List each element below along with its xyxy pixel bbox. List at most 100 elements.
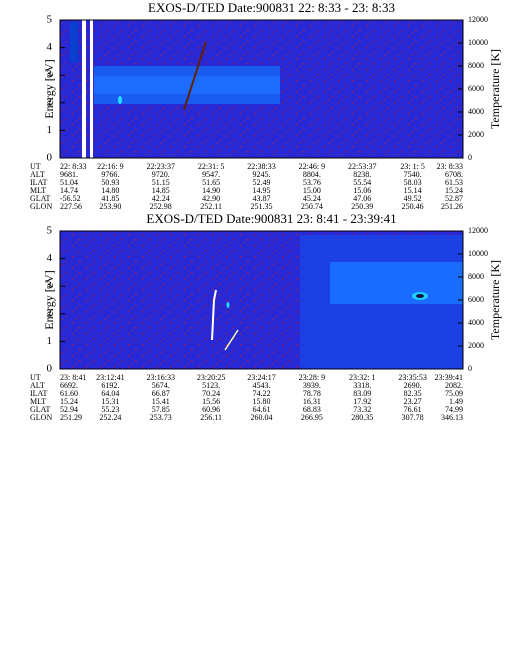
row-label: MLT [30, 397, 46, 406]
y-axis-label: Energy [eV] [42, 59, 56, 118]
table-cell: 58.03 [404, 178, 422, 187]
y-tick-label: 2 [47, 307, 53, 319]
table-cell: 66.87 [152, 389, 170, 398]
table-cell: 52.49 [253, 178, 271, 187]
table-cell: 53.76 [303, 178, 321, 187]
table-cell: 23: 8:33 [437, 162, 463, 171]
table-cell: 75.09 [445, 389, 463, 398]
table-cell: 251.26 [441, 202, 463, 211]
table-cell: 23: 8:41 [60, 373, 86, 382]
table-cell: 15.31 [101, 397, 119, 406]
table-cell: 51.65 [202, 178, 220, 187]
table-cell: 6192. [101, 381, 119, 390]
table-cell: 42.90 [202, 194, 220, 203]
table-cell: 250.39 [351, 202, 373, 211]
table-cell: 14.95 [253, 186, 271, 195]
table-cell: 15.56 [202, 397, 220, 406]
table-cell: 252.98 [150, 202, 172, 211]
table-cell: 60.96 [202, 405, 220, 414]
table-cell: 23:12:41 [96, 373, 124, 382]
table-cell: 22:16: 9 [97, 162, 123, 171]
table-cell: 5674. [152, 381, 170, 390]
table-cell: 252.11 [200, 202, 222, 211]
row-label: GLAT [30, 405, 51, 414]
table-cell: 43.87 [253, 194, 271, 203]
y2-tick-label: 10000 [468, 249, 488, 258]
table-cell: 256.11 [200, 413, 222, 422]
table-cell: 22:31: 5 [198, 162, 224, 171]
table-cell: 2082. [445, 381, 463, 390]
table-cell: 4543. [253, 381, 271, 390]
table-cell: 47.06 [353, 194, 371, 203]
table-cell: 266.95 [301, 413, 323, 422]
table-cell: 64.04 [101, 389, 119, 398]
table-cell: 15.24 [60, 397, 78, 406]
y2-tick-label: 6000 [468, 84, 484, 93]
table-cell: 9681. [60, 170, 78, 179]
chart-title: EXOS-D/TED Date:900831 22: 8:33 - 23: 8:… [148, 0, 395, 15]
table-cell: 2690. [404, 381, 422, 390]
row-label: GLON [30, 202, 52, 211]
table-cell: 23:24:17 [247, 373, 275, 382]
panel-1-image [60, 20, 463, 158]
table-cell: 14.85 [152, 186, 170, 195]
y2-axis-label: Temperature [K] [488, 260, 502, 340]
y-tick-label: 2 [47, 96, 53, 108]
table-cell: 78.78 [303, 389, 321, 398]
table-cell: 55.23 [101, 405, 119, 414]
table-cell: 82.35 [404, 389, 422, 398]
table-cell: 61.60 [60, 389, 78, 398]
table-cell: 41.85 [101, 194, 119, 203]
y-tick-label: 0 [47, 363, 53, 375]
y-tick-label: 3 [47, 280, 53, 292]
table-cell: 49.52 [404, 194, 422, 203]
row-label: GLAT [30, 194, 51, 203]
table-cell: 7540. [404, 170, 422, 179]
table-cell: 83.09 [353, 389, 371, 398]
row-label: ALT [30, 381, 45, 390]
table-cell: 9547. [202, 170, 220, 179]
table-cell: 6708. [445, 170, 463, 179]
y-tick-label: 4 [47, 252, 53, 264]
table-cell: 6692. [60, 381, 78, 390]
y-tick-label: 0 [47, 152, 53, 164]
table-cell: 15.80 [253, 397, 271, 406]
y2-tick-label: 0 [468, 153, 472, 162]
table-cell: 52.87 [445, 194, 463, 203]
y2-tick-label: 12000 [468, 226, 488, 235]
table-cell: 23:20:25 [197, 373, 225, 382]
table-cell: 22:23:37 [147, 162, 175, 171]
table-cell: 250.74 [301, 202, 323, 211]
table-cell: 227.56 [60, 202, 82, 211]
table-cell: 260.04 [251, 413, 273, 422]
table-cell: 15.24 [445, 186, 463, 195]
y-tick-label: 1 [47, 124, 53, 136]
table-cell: 23:16:33 [147, 373, 175, 382]
table-cell: 3318. [353, 381, 371, 390]
table-cell: 307.78 [402, 413, 424, 422]
y2-tick-label: 0 [468, 364, 472, 373]
table-cell: 51.04 [60, 178, 78, 187]
table-cell: 9766. [101, 170, 119, 179]
y-tick-label: 3 [47, 69, 53, 81]
table-cell: 253.90 [99, 202, 121, 211]
table-cell: 74.99 [445, 405, 463, 414]
table-cell: 73.32 [353, 405, 371, 414]
y2-tick-label: 4000 [468, 318, 484, 327]
y2-tick-label: 2000 [468, 341, 484, 350]
table-cell: 15.41 [152, 397, 170, 406]
table-cell: 42.24 [152, 194, 170, 203]
table-cell: 55.54 [353, 178, 371, 187]
table-cell: 8804. [303, 170, 321, 179]
y-tick-label: 1 [47, 335, 53, 347]
table-cell: 52.94 [60, 405, 78, 414]
table-cell: 280.35 [351, 413, 373, 422]
table-cell: 252.24 [99, 413, 121, 422]
table-cell: 14.80 [101, 186, 119, 195]
table-cell: 51.15 [152, 178, 170, 187]
table-cell: -56.52 [60, 194, 81, 203]
chart-title: EXOS-D/TED Date:900831 23: 8:41 - 23:39:… [146, 211, 396, 226]
table-cell: 64.61 [253, 405, 271, 414]
row-label: ILAT [30, 389, 47, 398]
